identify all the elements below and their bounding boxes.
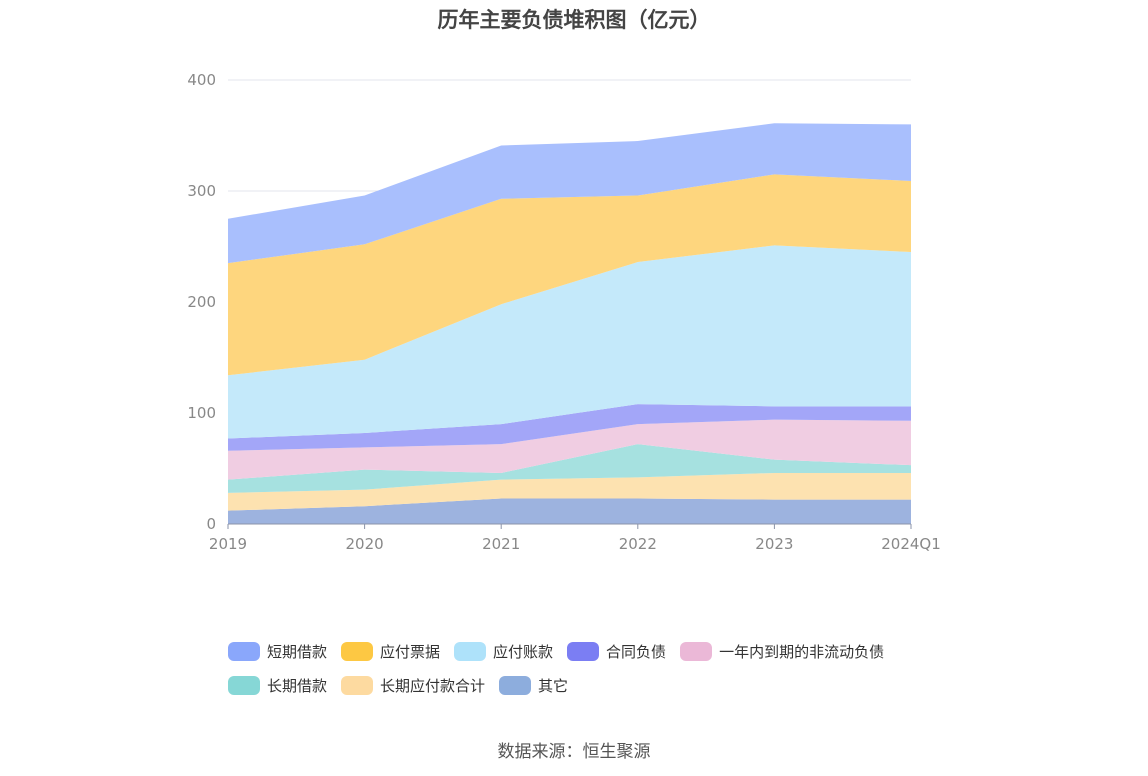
area-series-5[interactable] <box>228 245 911 439</box>
axes: 0 100 200 300 400 2019 2020 2021 2022 2023 2024Q1 <box>187 71 940 553</box>
chart-title: 历年主要负债堆积图（亿元） <box>437 8 711 32</box>
legend-label: 短期借款 <box>267 642 328 661</box>
legend-label: 其它 <box>538 676 569 695</box>
y-tick-label: 200 <box>187 293 216 311</box>
area-series-7[interactable] <box>228 123 911 264</box>
area-series-6[interactable] <box>228 174 911 376</box>
legend-label: 合同负债 <box>606 642 667 661</box>
area-series-3[interactable] <box>228 419 911 480</box>
y-tick-label: 100 <box>187 404 216 422</box>
legend-swatch <box>341 675 374 695</box>
area-series-4[interactable] <box>228 404 911 451</box>
legend-swatch <box>680 641 713 661</box>
stacked-area-chart: 0 100 200 300 400 2019 2020 2021 2022 2023 2024Q1 <box>187 71 940 553</box>
legend-swatch <box>567 641 600 661</box>
area-series-group <box>228 123 911 524</box>
x-tick-label: 2023 <box>755 535 793 553</box>
legend-item[interactable]: 长期借款 <box>228 674 327 696</box>
x-tick-label: 2021 <box>482 535 520 553</box>
legend-item[interactable]: 其它 <box>499 674 568 696</box>
legend-swatch <box>499 675 532 695</box>
x-tick-label: 2020 <box>346 535 384 553</box>
legend-item[interactable]: 应付票据 <box>341 640 440 662</box>
legend-item[interactable]: 长期应付款合计 <box>341 674 485 696</box>
x-tick-label: 2022 <box>619 535 657 553</box>
y-tick-label: 0 <box>206 515 216 533</box>
legend-item[interactable]: 应付账款 <box>454 640 553 662</box>
legend-swatch <box>228 675 260 695</box>
legend-label: 长期应付款合计 <box>380 676 486 695</box>
legend-label: 一年内到期的非流动负债 <box>719 642 885 661</box>
y-tick-label: 400 <box>187 71 216 89</box>
area-series-1[interactable] <box>228 472 911 511</box>
x-tick-label: 2019 <box>209 535 247 553</box>
x-tick-label: 2024Q1 <box>881 535 941 553</box>
y-tick-label: 300 <box>187 182 216 200</box>
legend-item[interactable]: 短期借款 <box>228 640 327 662</box>
area-series-0[interactable] <box>228 498 911 524</box>
area-series-2[interactable] <box>228 444 911 493</box>
legend-item[interactable]: 一年内到期的非流动负债 <box>680 640 884 662</box>
legend-swatch <box>454 641 487 661</box>
legend-label: 应付账款 <box>493 642 554 661</box>
legend-label: 应付票据 <box>380 642 441 661</box>
data-source-note: 数据来源：恒生聚源 <box>497 742 651 762</box>
legend-swatch <box>341 641 374 661</box>
legend-swatch <box>228 641 260 661</box>
legend-item[interactable]: 合同负债 <box>567 640 666 662</box>
legend-label: 长期借款 <box>267 676 328 695</box>
chart-legend: 短期借款 应付票据 应付账款 合同负债 一年内到期的非流动负债长期借款 长期应付款合计 其它 <box>228 640 948 696</box>
